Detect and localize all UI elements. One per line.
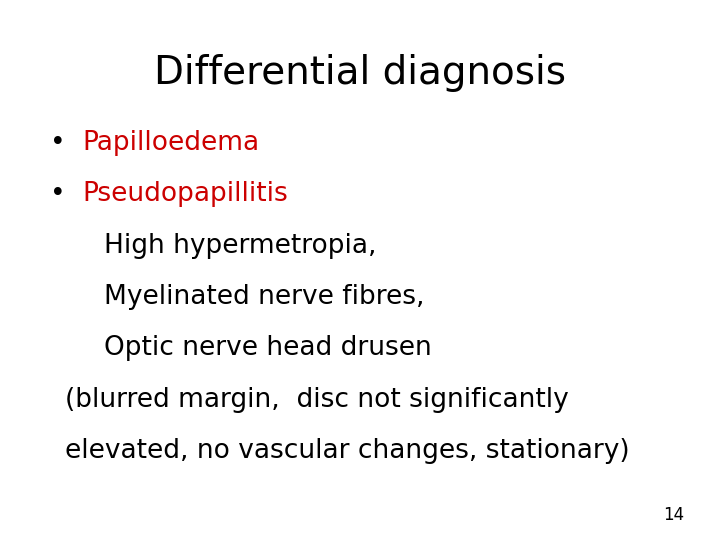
Text: Papilloedema: Papilloedema bbox=[83, 130, 260, 156]
Text: Pseudopapillitis: Pseudopapillitis bbox=[83, 181, 289, 207]
Text: elevated, no vascular changes, stationary): elevated, no vascular changes, stationar… bbox=[65, 438, 629, 464]
Text: Optic nerve head drusen: Optic nerve head drusen bbox=[104, 335, 432, 361]
Text: Myelinated nerve fibres,: Myelinated nerve fibres, bbox=[104, 284, 425, 310]
Text: 14: 14 bbox=[663, 506, 684, 524]
Text: •: • bbox=[50, 181, 66, 207]
Text: •: • bbox=[50, 130, 66, 156]
Text: High hypermetropia,: High hypermetropia, bbox=[104, 233, 377, 259]
Text: Differential diagnosis: Differential diagnosis bbox=[154, 54, 566, 92]
Text: (blurred margin,  disc not significantly: (blurred margin, disc not significantly bbox=[65, 387, 569, 413]
